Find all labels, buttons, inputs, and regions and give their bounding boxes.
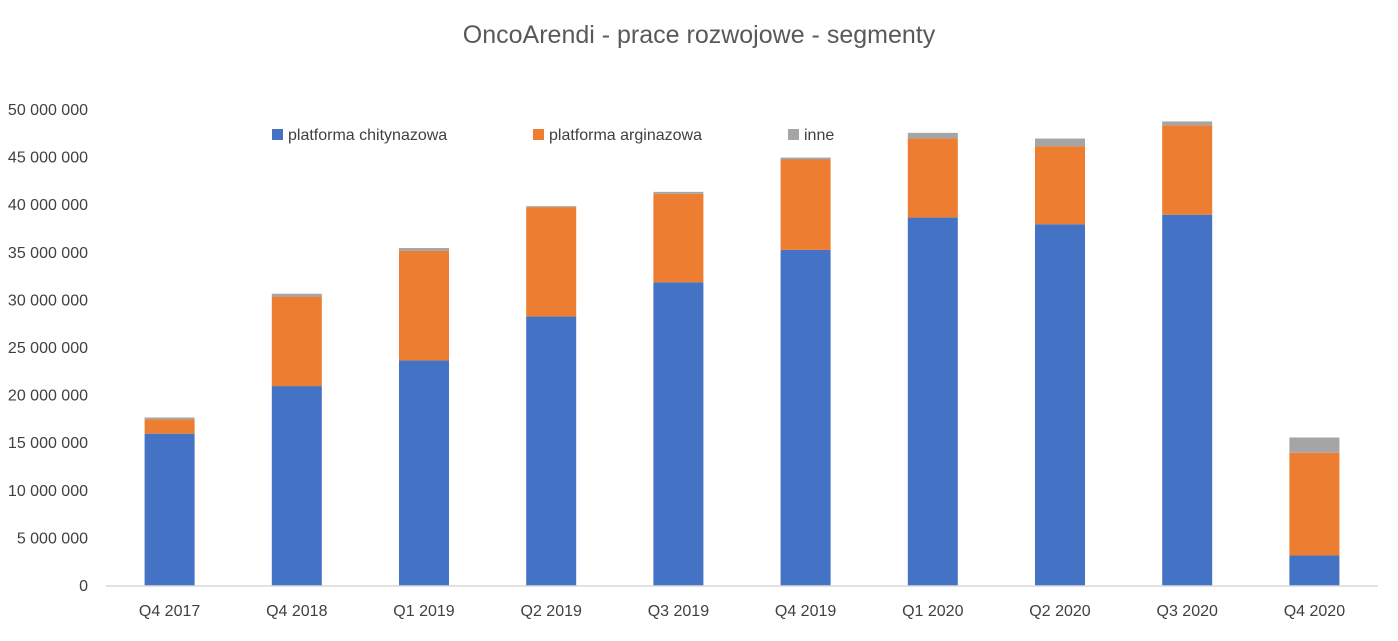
y-tick-label: 20 000 000 <box>8 388 88 405</box>
x-tick-label: Q3 2020 <box>1157 603 1218 620</box>
legend-swatch <box>533 129 544 140</box>
bar-platforma-chitynazowa <box>1035 224 1085 587</box>
bar-platforma-chitynazowa <box>780 249 831 586</box>
bar-platforma-chitynazowa <box>653 282 704 586</box>
bar-platforma-chitynazowa <box>526 316 577 586</box>
bar-platforma-chitynazowa <box>1162 214 1213 586</box>
y-tick-label: 30 000 000 <box>8 292 88 309</box>
y-axis: 0 5 000 000 10 000 000 15 000 000 20 000 000… <box>8 102 88 595</box>
y-tick-label: 45 000 000 <box>8 150 88 167</box>
bar-platforma-arginazowa <box>271 296 322 387</box>
x-tick-label: Q2 2019 <box>521 603 582 620</box>
x-tick-label: Q3 2019 <box>648 603 709 620</box>
x-tick-label: Q4 2018 <box>266 603 327 620</box>
y-tick-label: 50 000 000 <box>8 102 88 119</box>
bar-inne <box>399 248 449 251</box>
y-tick-label: 10 000 000 <box>8 483 88 500</box>
bar-platforma-arginazowa <box>144 419 195 434</box>
y-tick-label: 40 000 000 <box>8 197 88 214</box>
bar-platforma-arginazowa <box>1035 146 1085 225</box>
bar-inne <box>526 206 577 208</box>
y-tick-label: 5 000 000 <box>17 530 88 547</box>
y-tick-label: 15 000 000 <box>8 435 88 452</box>
x-tick-label: Q4 2019 <box>775 603 836 620</box>
bar-platforma-arginazowa <box>399 250 449 361</box>
bar-inne <box>907 132 958 139</box>
legend-label: inne <box>804 127 834 144</box>
x-tick-label: Q4 2020 <box>1284 603 1345 620</box>
x-tick-label: Q4 2017 <box>139 603 200 620</box>
y-tick-label: 35 000 000 <box>8 245 88 262</box>
x-tick-label: Q1 2020 <box>902 603 963 620</box>
bar-inne <box>144 417 195 420</box>
bar-inne <box>271 293 322 297</box>
bar-platforma-arginazowa <box>653 193 704 283</box>
bar-platforma-chitynazowa <box>1289 555 1340 586</box>
bar-inne <box>1289 437 1340 453</box>
bar-platforma-chitynazowa <box>144 433 195 586</box>
legend: platforma chitynazowa platforma arginazow… <box>272 127 834 144</box>
legend-swatch <box>272 129 283 140</box>
x-tick-label: Q1 2019 <box>393 603 454 620</box>
bar-platforma-arginazowa <box>1162 125 1213 215</box>
bar-platforma-chitynazowa <box>399 360 449 586</box>
x-axis: Q4 2017 Q4 2018 Q1 2019 Q2 2019 Q3 2019 Q4 20… <box>139 603 1345 620</box>
bar-platforma-chitynazowa <box>271 386 322 586</box>
bar-platforma-arginazowa <box>780 159 831 250</box>
bar-platforma-arginazowa <box>907 138 958 218</box>
bar-platforma-chitynazowa <box>907 217 958 587</box>
bar-inne <box>780 157 831 160</box>
bar-inne <box>1035 138 1085 147</box>
bar-inne <box>653 191 704 194</box>
bar-inne <box>1162 121 1213 126</box>
legend-label: platforma chitynazowa <box>288 127 447 144</box>
bar-platforma-arginazowa <box>526 207 577 317</box>
y-tick-label: 25 000 000 <box>8 340 88 357</box>
y-tick-label: 0 <box>79 578 88 595</box>
chart-title: OncoArendi - prace rozwojowe - segmenty <box>463 21 936 49</box>
legend-swatch <box>788 129 799 140</box>
bar-platforma-arginazowa <box>1289 452 1340 556</box>
bars-group <box>144 121 1340 587</box>
legend-label: platforma arginazowa <box>549 127 702 144</box>
x-tick-label: Q2 2020 <box>1029 603 1090 620</box>
